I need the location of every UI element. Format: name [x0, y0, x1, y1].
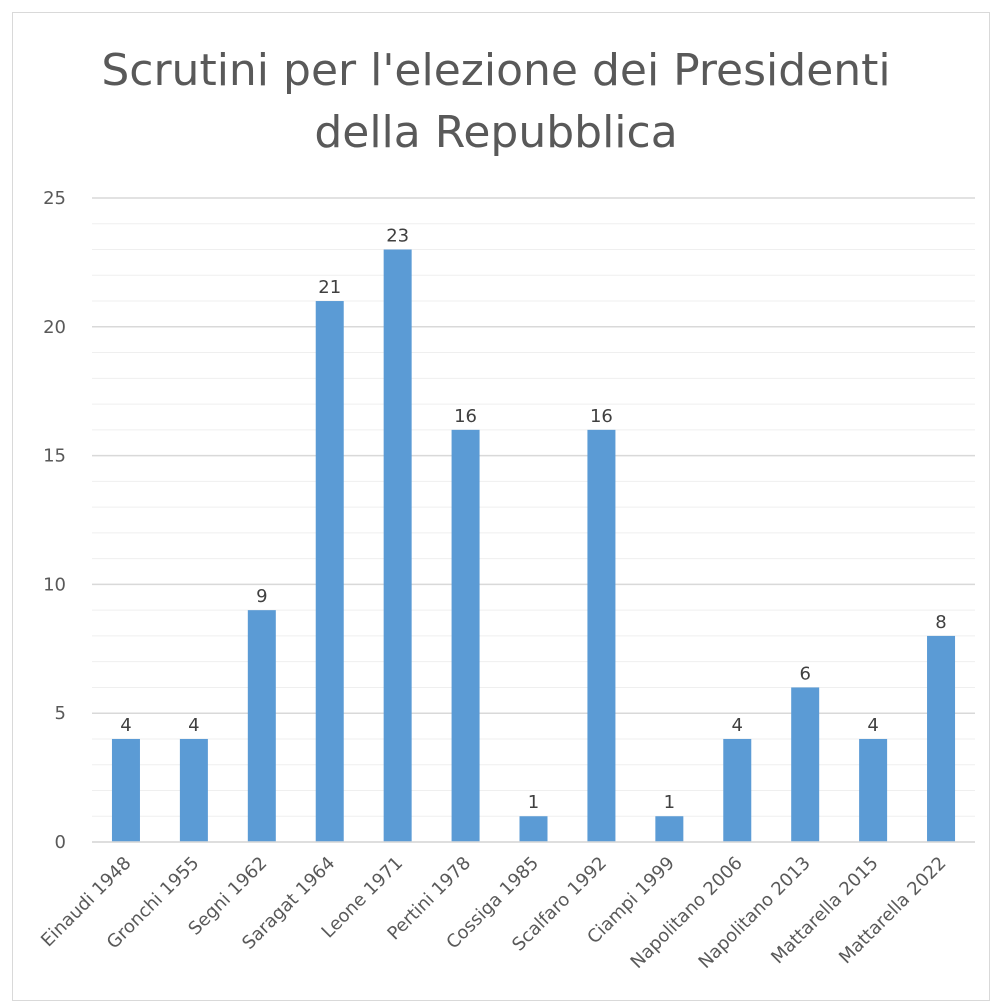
data-label: 21 [318, 277, 341, 298]
data-label: 4 [188, 715, 199, 736]
data-label: 4 [867, 715, 878, 736]
data-label: 16 [454, 406, 477, 427]
chart-frame [12, 12, 990, 1001]
bar [111, 738, 140, 842]
data-label: 4 [732, 715, 743, 736]
bar [927, 635, 956, 842]
data-label: 1 [664, 792, 675, 813]
y-tick-label: 25 [43, 188, 66, 209]
chart-title-line-2: della Repubblica [314, 107, 678, 158]
bar [519, 816, 548, 842]
bar [859, 738, 888, 842]
data-label: 4 [120, 715, 131, 736]
data-label: 23 [386, 226, 409, 247]
y-tick-label: 15 [43, 446, 66, 467]
bar [655, 816, 684, 842]
bar [791, 687, 820, 842]
bar [383, 249, 412, 842]
data-label: 8 [935, 612, 946, 633]
y-tick-label: 20 [43, 317, 66, 338]
data-label: 1 [528, 792, 539, 813]
y-tick-label: 0 [55, 832, 66, 853]
bar [587, 429, 616, 842]
bar [451, 429, 480, 842]
bar [247, 610, 276, 842]
data-label: 16 [590, 406, 613, 427]
data-label: 9 [256, 586, 267, 607]
y-tick-label: 10 [43, 574, 66, 595]
chart-title-line-1: Scrutini per l'elezione dei Presidenti [101, 45, 891, 96]
data-label: 6 [799, 663, 810, 684]
y-tick-label: 5 [55, 703, 66, 724]
bar [179, 738, 208, 842]
bar [315, 301, 344, 842]
bar [723, 738, 752, 842]
chart-title: Scrutini per l'elezione dei Presidenti d… [0, 40, 992, 164]
